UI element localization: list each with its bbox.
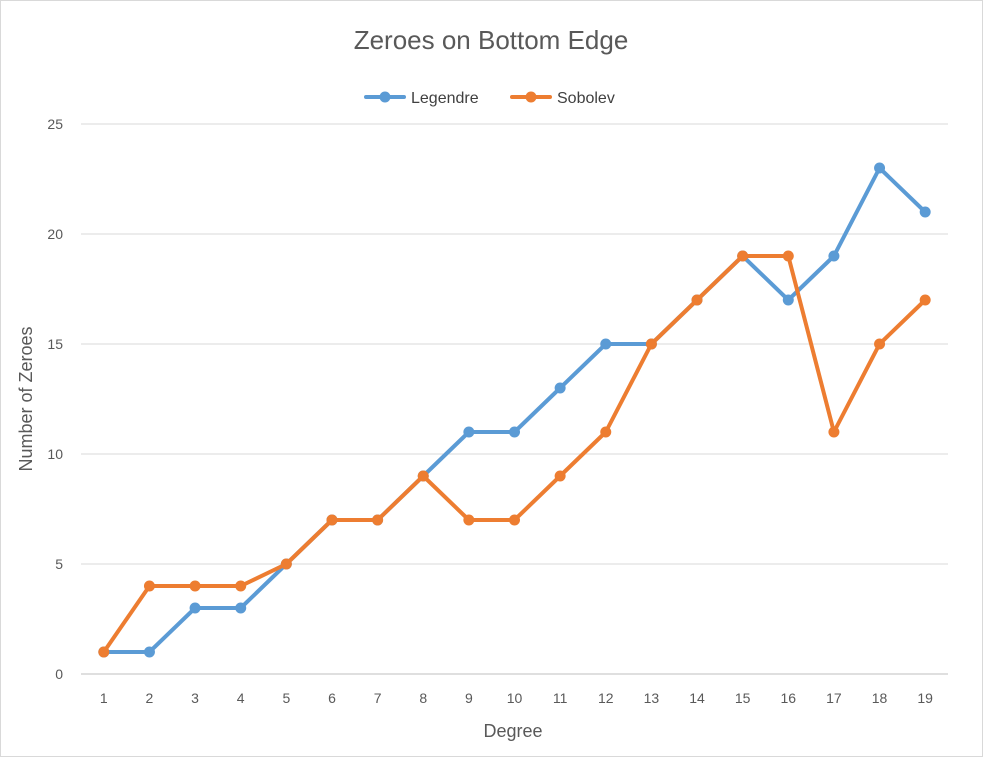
- x-tick-label-16: 16: [781, 690, 797, 706]
- x-tick-label-15: 15: [735, 690, 751, 706]
- data-point-sobolev-13: [645, 338, 657, 350]
- data-point-legendre-4: [235, 602, 247, 614]
- y-tick-label-15: 15: [47, 336, 63, 352]
- legend: Legendre Sobolev: [364, 90, 615, 107]
- y-axis-title: Number of Zeroes: [16, 326, 36, 471]
- x-tick-label-11: 11: [553, 690, 568, 706]
- data-point-sobolev-10: [509, 514, 520, 526]
- data-point-legendre-19: [919, 206, 931, 218]
- series-layer: [98, 162, 931, 658]
- x-tick-label-7: 7: [374, 690, 382, 706]
- data-point-sobolev-17: [828, 426, 840, 438]
- data-point-sobolev-3: [189, 580, 201, 592]
- data-point-sobolev-6: [326, 514, 338, 526]
- data-point-legendre-3: [189, 602, 201, 614]
- data-point-legendre-17: [828, 250, 840, 262]
- y-tick-label-10: 10: [47, 446, 63, 462]
- data-point-sobolev-11: [554, 470, 566, 482]
- data-point-sobolev-7: [372, 514, 384, 526]
- x-tick-label-5: 5: [282, 690, 290, 706]
- data-point-legendre-11: [554, 382, 566, 394]
- legend-swatch-marker-sobolev: [525, 91, 537, 103]
- data-point-legendre-2: [143, 646, 155, 658]
- legend-item-sobolev: Sobolev: [510, 90, 615, 107]
- x-tick-label-8: 8: [419, 690, 427, 706]
- legend-item-legendre: Legendre: [364, 90, 479, 107]
- data-point-sobolev-1: [98, 646, 110, 658]
- data-point-sobolev-15: [737, 250, 749, 262]
- data-point-sobolev-16: [782, 250, 794, 262]
- x-tick-label-9: 9: [465, 690, 473, 706]
- x-tick-label-19: 19: [917, 690, 933, 706]
- x-tick-label-13: 13: [644, 690, 660, 706]
- y-tick-label-5: 5: [55, 556, 63, 572]
- data-point-sobolev-8: [417, 470, 429, 482]
- y-tick-label-0: 0: [55, 666, 63, 682]
- series-legendre: [98, 162, 931, 658]
- data-point-sobolev-12: [600, 426, 612, 438]
- legend-label-legendre: Legendre: [411, 90, 479, 107]
- data-point-sobolev-2: [143, 580, 155, 592]
- data-point-sobolev-14: [691, 294, 703, 306]
- x-tick-label-12: 12: [598, 690, 614, 706]
- data-point-legendre-9: [463, 426, 475, 438]
- gridlines: [81, 123, 948, 675]
- x-axis-title: Degree: [483, 721, 542, 741]
- x-tick-label-18: 18: [872, 690, 888, 706]
- x-tick-label-17: 17: [826, 690, 842, 706]
- x-tick-label-2: 2: [146, 690, 154, 706]
- legend-swatch-marker-legendre: [379, 91, 391, 103]
- x-tick-label-1: 1: [100, 690, 108, 706]
- data-point-sobolev-9: [463, 514, 475, 526]
- series-sobolev: [98, 250, 931, 658]
- data-point-legendre-18: [874, 162, 886, 174]
- y-tick-label-25: 25: [47, 116, 63, 132]
- x-tick-label-3: 3: [191, 690, 199, 706]
- data-point-legendre-16: [782, 294, 794, 306]
- x-tick-label-6: 6: [328, 690, 336, 706]
- y-tick-labels: 0 5 10 15 20 25: [47, 116, 63, 682]
- legend-label-sobolev: Sobolev: [557, 90, 615, 107]
- data-point-sobolev-18: [874, 338, 886, 350]
- x-tick-label-4: 4: [237, 690, 245, 706]
- y-tick-label-20: 20: [47, 226, 63, 242]
- data-point-sobolev-4: [235, 580, 247, 592]
- data-point-legendre-12: [600, 338, 612, 350]
- series-line-legendre: [101, 166, 928, 654]
- data-point-sobolev-5: [280, 558, 292, 570]
- x-tick-label-14: 14: [689, 690, 705, 706]
- x-tick-labels: 1 2 3 4 5 6 7 8 9 10 11 12 13 14 15 16 17 18 19: [100, 690, 933, 706]
- data-point-legendre-10: [509, 426, 520, 438]
- chart-title: Zeroes on Bottom Edge: [354, 25, 629, 55]
- data-point-sobolev-19: [919, 294, 931, 306]
- x-tick-label-10: 10: [507, 690, 523, 706]
